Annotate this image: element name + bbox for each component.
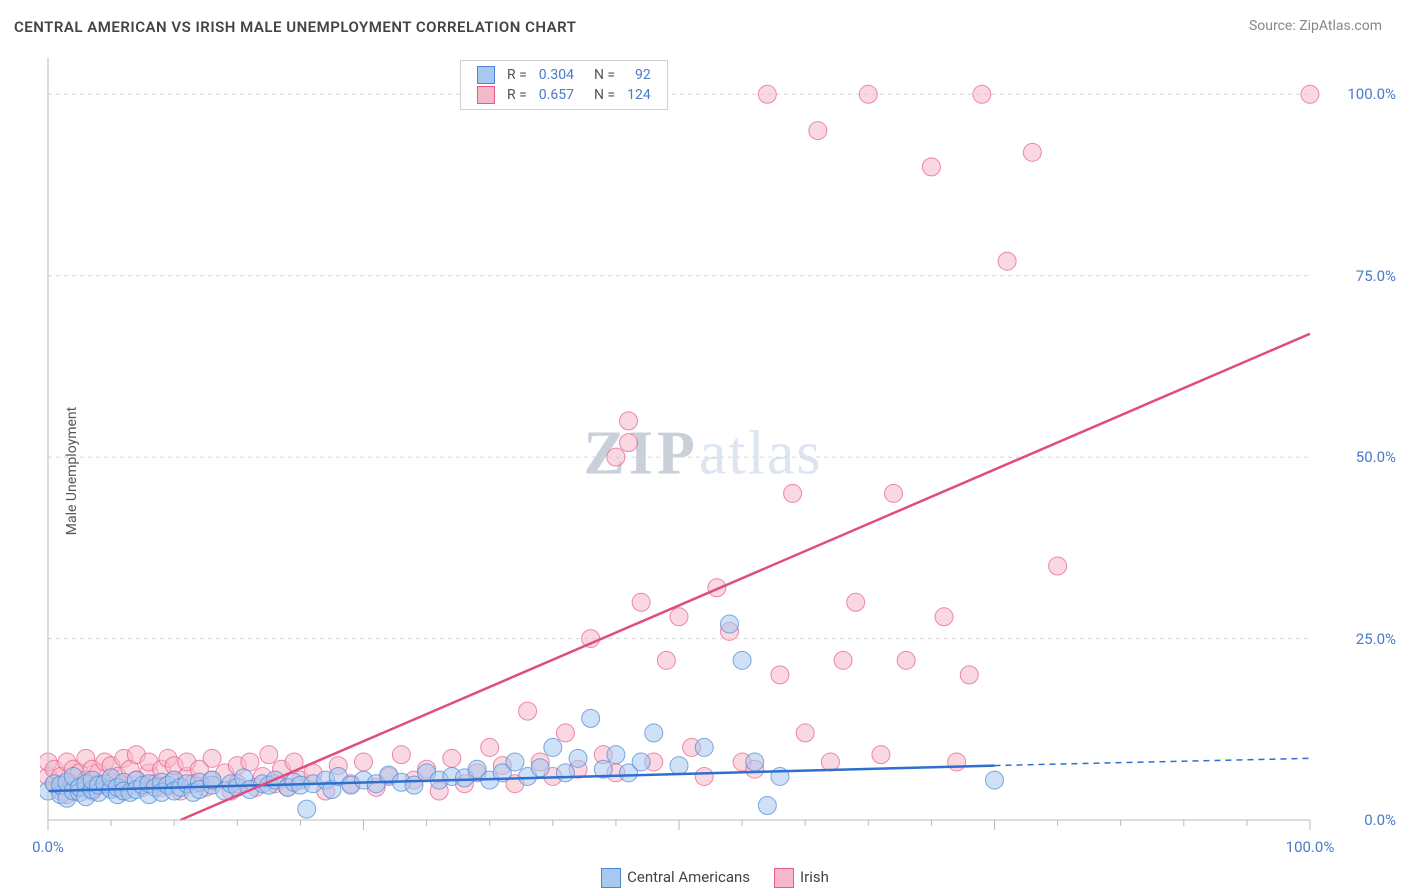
legend-item-label: Irish: [800, 868, 829, 886]
chart-title: CENTRAL AMERICAN VS IRISH MALE UNEMPLOYM…: [14, 18, 576, 36]
y-tick-label: 50.0%: [1356, 448, 1396, 466]
chart-container: Male Unemployment ZIPatlas R =0.304N =92…: [0, 50, 1406, 892]
correlation-legend: R =0.304N =92R =0.657N =124: [460, 60, 668, 110]
y-tick-label: 25.0%: [1356, 630, 1396, 648]
x-tick-label: 100.0%: [1286, 838, 1335, 856]
y-tick-label: 100.0%: [1347, 85, 1396, 103]
x-tick-label: 0.0%: [32, 838, 64, 856]
source-attribution: Source: ZipAtlas.com: [1249, 18, 1382, 34]
series-legend: Central Americans Irish: [0, 868, 1406, 888]
y-tick-label: 0.0%: [1364, 811, 1396, 829]
scatter-plot: [40, 50, 1400, 860]
legend-item-label: Central Americans: [627, 868, 750, 886]
y-tick-label: 75.0%: [1356, 267, 1396, 285]
